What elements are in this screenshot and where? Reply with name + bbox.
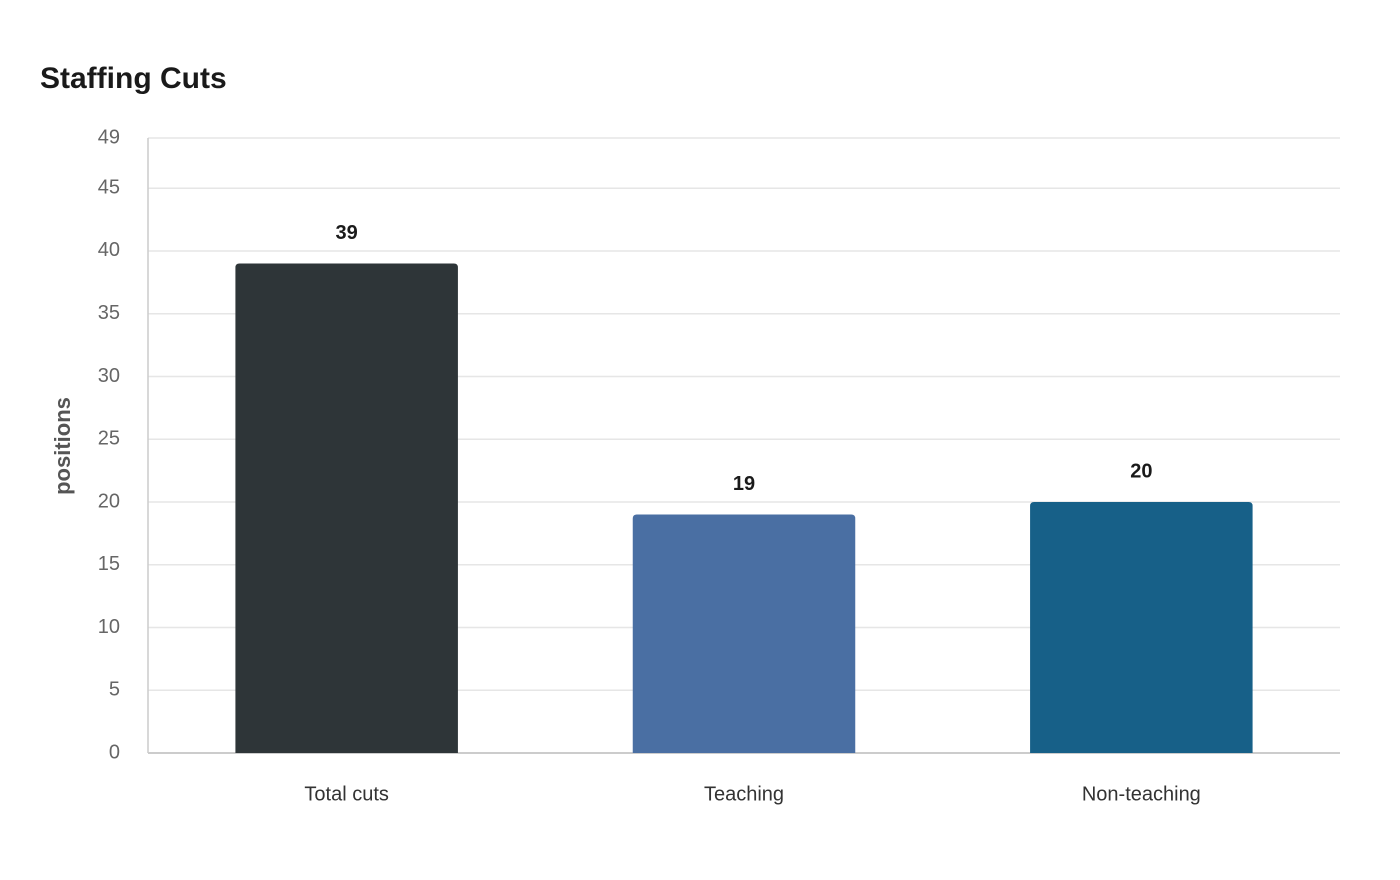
y-tick-label: 10 — [98, 616, 120, 638]
x-tick-label: Non-teaching — [1082, 783, 1201, 805]
y-tick-label: 40 — [98, 239, 120, 261]
bar — [235, 263, 458, 753]
y-tick-label: 45 — [98, 176, 120, 198]
y-tick-label: 49 — [98, 126, 120, 148]
y-axis-label: positions — [50, 397, 75, 495]
y-tick-label: 25 — [98, 428, 120, 450]
bar — [632, 514, 856, 753]
x-tick-label: Teaching — [704, 783, 784, 805]
value-label: 20 — [1130, 460, 1152, 482]
y-tick-label: 35 — [98, 302, 120, 324]
x-tick-label: Total cuts — [304, 783, 388, 805]
chart-title: Staffing Cuts — [40, 62, 227, 95]
y-tick-label: 20 — [98, 490, 120, 512]
y-tick-label: 0 — [109, 741, 120, 763]
y-tick-label: 5 — [109, 679, 120, 701]
value-label: 39 — [336, 222, 358, 244]
value-label: 19 — [733, 473, 755, 495]
y-tick-label: 15 — [98, 553, 120, 575]
y-tick-label: 30 — [98, 365, 120, 387]
bar — [1030, 501, 1253, 753]
